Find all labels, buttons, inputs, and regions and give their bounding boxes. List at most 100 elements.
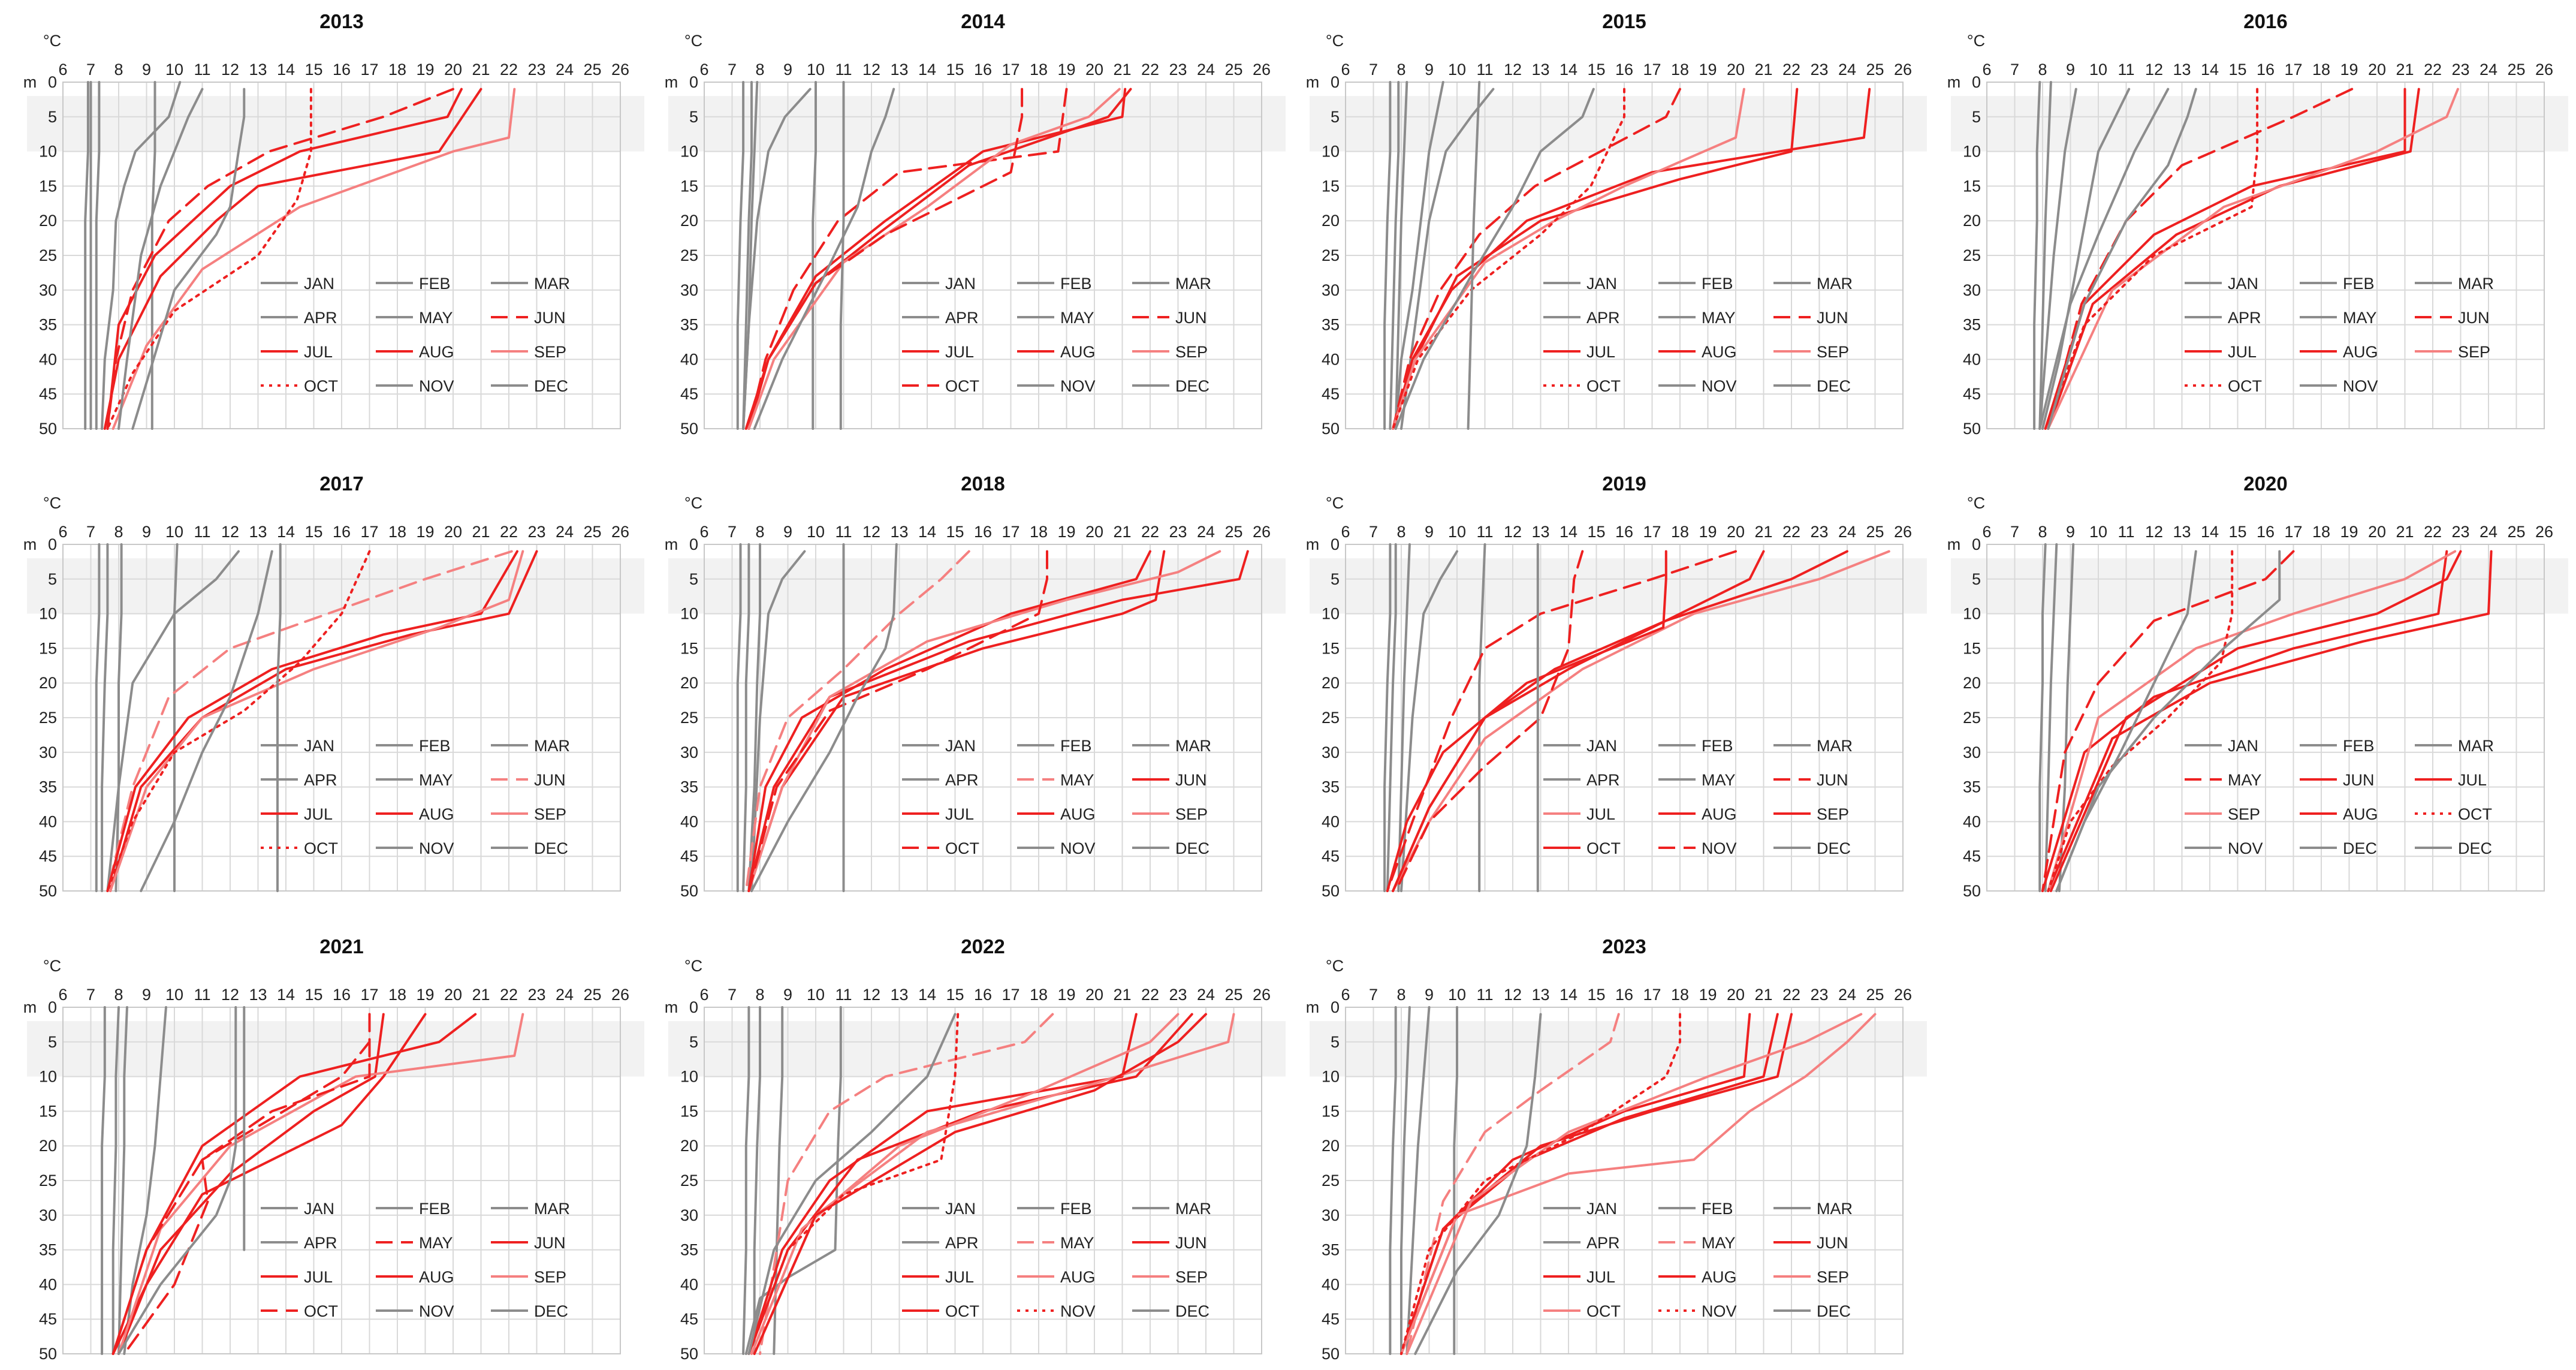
series-line-may bbox=[2041, 550, 2295, 892]
x-tick-label: 16 bbox=[974, 986, 992, 1004]
x-tick-label: 21 bbox=[1754, 523, 1772, 541]
x-tick-label: 13 bbox=[249, 986, 267, 1004]
y-tick-label: 20 bbox=[680, 1137, 698, 1155]
series-line-sep bbox=[747, 550, 1221, 892]
series-line-dec bbox=[117, 88, 204, 430]
x-tick-label: 13 bbox=[890, 523, 908, 541]
legend-label: NOV bbox=[419, 839, 454, 857]
x-tick-label: 19 bbox=[416, 523, 434, 541]
legend-label: NOV bbox=[419, 1302, 454, 1320]
y-tick-label: 35 bbox=[1322, 1241, 1340, 1259]
legend-label: JUL bbox=[1586, 1268, 1615, 1286]
x-tick-label: 14 bbox=[277, 61, 295, 79]
legend-label: FEB bbox=[1060, 1200, 1092, 1218]
y-tick-label: 35 bbox=[680, 778, 698, 796]
x-tick-label: 16 bbox=[2257, 523, 2275, 541]
x-tick-label: 24 bbox=[1838, 61, 1856, 79]
legend-label: SEP bbox=[1817, 1268, 1849, 1286]
x-tick-label: 11 bbox=[1476, 986, 1493, 1004]
x-tick-label: 26 bbox=[611, 523, 629, 541]
x-unit-label: °C bbox=[1326, 957, 1344, 975]
surface-band bbox=[1951, 96, 2568, 152]
x-tick-label: 6 bbox=[1341, 986, 1350, 1004]
legend: JAN FEB MAR APR MAY JUN JUL AUG SEP OCT NOV DEC bbox=[261, 275, 570, 395]
x-tick-label: 23 bbox=[527, 523, 545, 541]
series-line-jan bbox=[742, 1006, 750, 1355]
y-tick-label: 25 bbox=[1322, 709, 1340, 727]
series-line-oct bbox=[1386, 550, 1667, 892]
x-tick-label: 23 bbox=[1169, 986, 1187, 1004]
x-tick-label: 20 bbox=[1085, 61, 1103, 79]
y-tick-label: 0 bbox=[1331, 998, 1340, 1016]
legend-label: OCT bbox=[304, 839, 338, 857]
series-line-jul bbox=[1392, 88, 1871, 430]
y-tick-label: 10 bbox=[680, 143, 698, 161]
x-tick-label: 24 bbox=[1197, 61, 1215, 79]
y-unit-label: m bbox=[665, 73, 678, 91]
x-tick-label: 24 bbox=[2480, 523, 2497, 541]
legend-label: SEP bbox=[2458, 343, 2490, 361]
x-tick-label: 21 bbox=[2396, 61, 2414, 79]
y-tick-label: 0 bbox=[1331, 73, 1340, 91]
x-tick-label: 22 bbox=[500, 523, 518, 541]
x-tick-label: 21 bbox=[1754, 61, 1772, 79]
x-tick-label: 25 bbox=[1224, 986, 1242, 1004]
legend-label: FEB bbox=[1060, 275, 1092, 293]
y-tick-label: 30 bbox=[1322, 1206, 1340, 1224]
y-tick-label: 5 bbox=[689, 108, 698, 126]
x-tick-label: 7 bbox=[728, 523, 737, 541]
y-unit-label: m bbox=[23, 998, 37, 1016]
series-line-nov bbox=[2055, 550, 2281, 892]
x-tick-label: 20 bbox=[1727, 986, 1745, 1004]
y-tick-label: 30 bbox=[1963, 281, 1981, 299]
series-line-may bbox=[1405, 1013, 1620, 1355]
y-tick-label: 15 bbox=[1322, 639, 1340, 657]
chart-title: 2014 bbox=[961, 10, 1005, 32]
plot-frame bbox=[1986, 544, 2545, 892]
legend-label: NOV bbox=[1702, 377, 1737, 395]
x-tick-label: 6 bbox=[58, 986, 67, 1004]
legend-label: OCT bbox=[2458, 805, 2492, 823]
legend: JAN FEB MAR APR MAY JUN JUL AUG SEP OCT NOV DEC bbox=[902, 737, 1211, 857]
series-line-apr bbox=[1394, 81, 1444, 430]
x-tick-label: 11 bbox=[194, 986, 210, 1004]
legend-label: AUG bbox=[1702, 805, 1737, 823]
y-tick-label: 40 bbox=[39, 1275, 57, 1293]
x-tick-label: 15 bbox=[304, 523, 322, 541]
legend-label: MAR bbox=[1175, 275, 1211, 293]
x-tick-label: 16 bbox=[1615, 986, 1633, 1004]
x-tick-label: 19 bbox=[1699, 523, 1717, 541]
legend-label: JAN bbox=[945, 275, 976, 293]
series-line-feb bbox=[1400, 1006, 1411, 1355]
series-line-jul bbox=[747, 550, 1249, 892]
x-tick-label: 6 bbox=[1341, 523, 1350, 541]
chart-title: 2018 bbox=[961, 472, 1005, 495]
y-tick-label: 10 bbox=[39, 143, 57, 161]
x-tick-label: 19 bbox=[1057, 986, 1075, 1004]
legend-label: MAR bbox=[534, 275, 570, 293]
x-tick-label: 19 bbox=[1699, 61, 1717, 79]
series-line-nov bbox=[117, 1006, 237, 1355]
x-tick-label: 6 bbox=[58, 523, 67, 541]
x-tick-label: 25 bbox=[2507, 61, 2525, 79]
x-unit-label: °C bbox=[1967, 32, 1985, 50]
y-tick-label: 50 bbox=[1322, 420, 1340, 438]
y-tick-label: 0 bbox=[1972, 535, 1981, 553]
legend-label: FEB bbox=[2343, 275, 2375, 293]
x-tick-label: 7 bbox=[86, 986, 95, 1004]
x-tick-label: 25 bbox=[583, 61, 601, 79]
y-tick-label: 45 bbox=[1322, 1310, 1340, 1328]
surface-band bbox=[27, 558, 644, 614]
y-tick-label: 5 bbox=[689, 1033, 698, 1051]
legend-label: JUL bbox=[2228, 343, 2257, 361]
legend: JAN FEB MAR APR MAY JUN JUL AUG SEP OCT NOV bbox=[2185, 275, 2494, 395]
series-line-aug bbox=[2047, 88, 2420, 430]
x-tick-label: 9 bbox=[142, 986, 151, 1004]
y-tick-label: 20 bbox=[1322, 1137, 1340, 1155]
legend-label: JUN bbox=[534, 309, 566, 327]
legend-label: DEC bbox=[1817, 377, 1851, 395]
y-tick-label: 50 bbox=[680, 1345, 698, 1363]
x-tick-label: 18 bbox=[1030, 986, 1048, 1004]
x-tick-label: 23 bbox=[2451, 61, 2469, 79]
series-line-jun bbox=[1392, 88, 1681, 430]
